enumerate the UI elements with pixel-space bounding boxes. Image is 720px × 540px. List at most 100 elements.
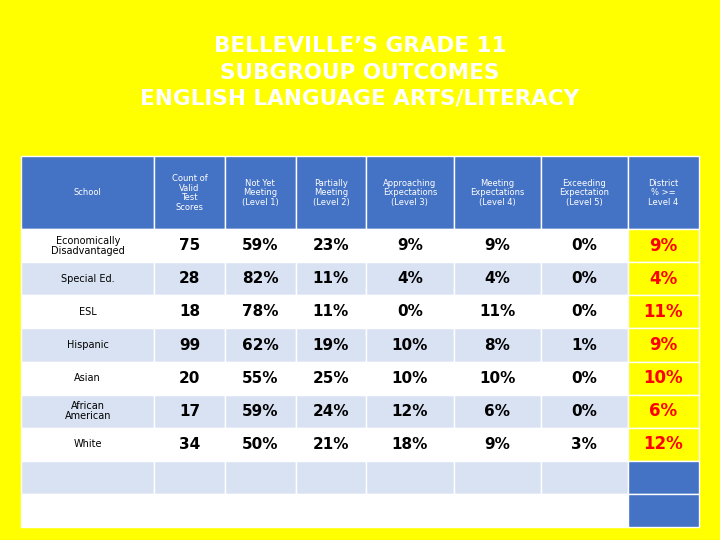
- Text: 11%: 11%: [312, 305, 349, 320]
- Text: 23%: 23%: [312, 239, 349, 253]
- FancyBboxPatch shape: [366, 461, 454, 494]
- Text: 0%: 0%: [572, 370, 598, 386]
- Text: School: School: [74, 188, 102, 198]
- FancyBboxPatch shape: [296, 295, 366, 328]
- FancyBboxPatch shape: [628, 295, 698, 328]
- FancyBboxPatch shape: [366, 262, 454, 295]
- Text: 9%: 9%: [397, 239, 423, 253]
- Text: 11%: 11%: [312, 272, 349, 286]
- FancyBboxPatch shape: [366, 494, 454, 526]
- FancyBboxPatch shape: [296, 157, 366, 230]
- Text: 10%: 10%: [479, 370, 516, 386]
- FancyBboxPatch shape: [296, 428, 366, 461]
- FancyBboxPatch shape: [366, 395, 454, 428]
- FancyBboxPatch shape: [541, 428, 628, 461]
- FancyBboxPatch shape: [454, 395, 541, 428]
- Text: 21%: 21%: [312, 436, 349, 451]
- FancyBboxPatch shape: [22, 461, 154, 494]
- FancyBboxPatch shape: [454, 328, 541, 361]
- Text: 59%: 59%: [242, 403, 279, 418]
- FancyBboxPatch shape: [225, 295, 296, 328]
- FancyBboxPatch shape: [454, 494, 541, 526]
- Text: Meeting
Expectations
(Level 4): Meeting Expectations (Level 4): [470, 179, 524, 207]
- FancyBboxPatch shape: [154, 157, 225, 230]
- Text: 9%: 9%: [649, 237, 678, 255]
- FancyBboxPatch shape: [296, 328, 366, 361]
- FancyBboxPatch shape: [541, 494, 628, 526]
- FancyBboxPatch shape: [154, 230, 225, 262]
- Text: 25%: 25%: [312, 370, 349, 386]
- FancyBboxPatch shape: [541, 461, 628, 494]
- FancyBboxPatch shape: [366, 295, 454, 328]
- FancyBboxPatch shape: [541, 262, 628, 295]
- Text: 10%: 10%: [392, 370, 428, 386]
- Text: 78%: 78%: [242, 305, 279, 320]
- Text: African
American: African American: [65, 401, 111, 421]
- FancyBboxPatch shape: [225, 428, 296, 461]
- Text: 12%: 12%: [392, 403, 428, 418]
- FancyBboxPatch shape: [22, 157, 154, 230]
- FancyBboxPatch shape: [366, 230, 454, 262]
- Text: Exceeding
Expectation
(Level 5): Exceeding Expectation (Level 5): [559, 179, 609, 207]
- Text: 4%: 4%: [649, 270, 678, 288]
- FancyBboxPatch shape: [154, 262, 225, 295]
- FancyBboxPatch shape: [628, 395, 698, 428]
- FancyBboxPatch shape: [22, 494, 154, 526]
- FancyBboxPatch shape: [296, 230, 366, 262]
- Text: Not Yet
Meeting
(Level 1): Not Yet Meeting (Level 1): [242, 179, 279, 207]
- Text: 0%: 0%: [572, 272, 598, 286]
- FancyBboxPatch shape: [454, 262, 541, 295]
- FancyBboxPatch shape: [296, 262, 366, 295]
- FancyBboxPatch shape: [225, 494, 296, 526]
- Text: 6%: 6%: [484, 403, 510, 418]
- Text: White: White: [73, 439, 102, 449]
- Text: 4%: 4%: [397, 272, 423, 286]
- FancyBboxPatch shape: [541, 230, 628, 262]
- FancyBboxPatch shape: [154, 461, 225, 494]
- Text: 82%: 82%: [242, 272, 279, 286]
- FancyBboxPatch shape: [628, 328, 698, 361]
- FancyBboxPatch shape: [366, 328, 454, 361]
- Text: 62%: 62%: [242, 338, 279, 353]
- Text: 75: 75: [179, 239, 200, 253]
- Text: 20: 20: [179, 370, 200, 386]
- Text: 8%: 8%: [485, 338, 510, 353]
- FancyBboxPatch shape: [628, 262, 698, 295]
- FancyBboxPatch shape: [541, 361, 628, 395]
- FancyBboxPatch shape: [22, 328, 154, 361]
- FancyBboxPatch shape: [541, 157, 628, 230]
- FancyBboxPatch shape: [296, 361, 366, 395]
- Text: 19%: 19%: [312, 338, 349, 353]
- FancyBboxPatch shape: [225, 230, 296, 262]
- FancyBboxPatch shape: [366, 157, 454, 230]
- FancyBboxPatch shape: [628, 461, 698, 494]
- Text: Asian: Asian: [74, 373, 101, 383]
- Text: 55%: 55%: [242, 370, 279, 386]
- Text: 99: 99: [179, 338, 200, 353]
- FancyBboxPatch shape: [22, 230, 154, 262]
- Text: 0%: 0%: [572, 239, 598, 253]
- Text: 17: 17: [179, 403, 200, 418]
- FancyBboxPatch shape: [154, 328, 225, 361]
- Text: 0%: 0%: [572, 403, 598, 418]
- Text: District
% >=
Level 4: District % >= Level 4: [648, 179, 678, 207]
- Text: 18%: 18%: [392, 436, 428, 451]
- FancyBboxPatch shape: [22, 262, 154, 295]
- Text: ESL: ESL: [79, 307, 96, 317]
- FancyBboxPatch shape: [225, 262, 296, 295]
- FancyBboxPatch shape: [454, 230, 541, 262]
- Text: 9%: 9%: [485, 436, 510, 451]
- Text: 9%: 9%: [649, 336, 678, 354]
- Text: 11%: 11%: [479, 305, 516, 320]
- FancyBboxPatch shape: [225, 395, 296, 428]
- Text: 9%: 9%: [485, 239, 510, 253]
- FancyBboxPatch shape: [366, 361, 454, 395]
- FancyBboxPatch shape: [296, 461, 366, 494]
- Text: 28: 28: [179, 272, 200, 286]
- FancyBboxPatch shape: [154, 494, 225, 526]
- FancyBboxPatch shape: [628, 230, 698, 262]
- FancyBboxPatch shape: [296, 494, 366, 526]
- Text: Partially
Meeting
(Level 2): Partially Meeting (Level 2): [312, 179, 349, 207]
- FancyBboxPatch shape: [154, 428, 225, 461]
- FancyBboxPatch shape: [225, 461, 296, 494]
